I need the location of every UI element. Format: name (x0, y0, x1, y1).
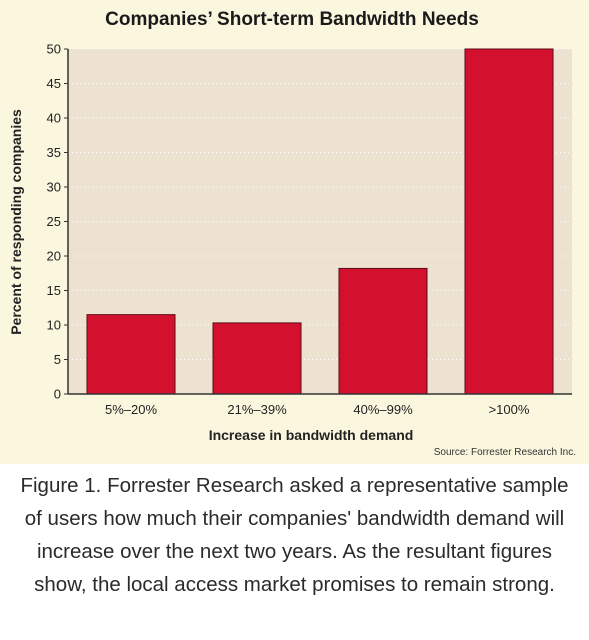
figure-caption: Figure 1. Forrester Research asked a rep… (20, 474, 569, 596)
y-axis-title: Percent of responding companies (8, 109, 24, 335)
y-tick-label: 20 (47, 249, 61, 264)
x-axis-title: Increase in bandwidth demand (209, 427, 414, 443)
y-axis-ticks: 0 5 10 15 20 25 30 35 40 45 50 (47, 42, 68, 402)
x-category-label: 21%–39% (227, 402, 287, 417)
chart-title: Companies’ Short-term Bandwidth Needs (105, 9, 479, 30)
source-note: Source: Forrester Research Inc. (434, 447, 576, 458)
y-tick-label: 45 (47, 76, 61, 91)
y-tick-label: 10 (47, 318, 61, 333)
figure-panel: Companies’ Short-term Bandwidth Needs 0 5… (0, 0, 589, 464)
bar-chart: Companies’ Short-term Bandwidth Needs 0 5… (8, 9, 576, 458)
x-category-label: >100% (489, 402, 530, 417)
y-tick-label: 0 (54, 387, 61, 402)
x-category-label: 40%–99% (353, 402, 413, 417)
x-category-label: 5%–20% (105, 402, 157, 417)
x-axis-categories: 5%–20% 21%–39% 40%–99% >100% (105, 402, 530, 417)
bar-3 (338, 267, 428, 395)
bar-2 (212, 322, 302, 395)
y-tick-label: 50 (47, 42, 61, 57)
y-tick-label: 40 (47, 111, 61, 126)
bar-4 (464, 48, 554, 395)
y-tick-label: 30 (47, 180, 61, 195)
y-tick-label: 15 (47, 283, 61, 298)
bar-1 (86, 314, 176, 395)
y-tick-label: 5 (54, 352, 61, 367)
bars (86, 48, 554, 395)
y-tick-label: 35 (47, 145, 61, 160)
y-tick-label: 25 (47, 214, 61, 229)
